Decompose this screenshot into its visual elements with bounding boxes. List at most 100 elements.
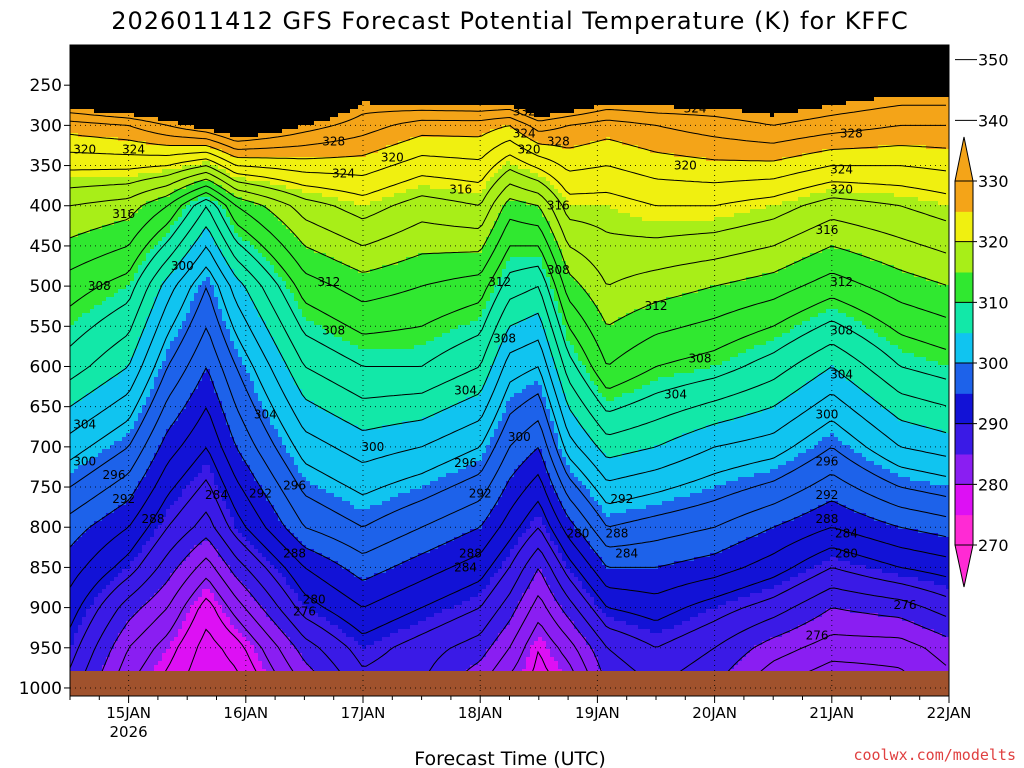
contour-label: 304	[254, 408, 277, 422]
x-tick-label: 18JAN	[458, 704, 503, 722]
x-tick-label: 22JAN	[927, 704, 972, 722]
chart-title: 2026011412 GFS Forecast Potential Temper…	[111, 7, 909, 35]
x-tick-label: 21JAN	[809, 704, 854, 722]
contour-label: 288	[459, 547, 482, 561]
contour-label: 320	[518, 143, 541, 157]
y-tick-label: 750	[30, 478, 62, 498]
contour-label: 332	[757, 61, 780, 75]
contour-label: 304	[664, 388, 687, 402]
contour-label: 308	[830, 323, 853, 337]
contour-label: 324	[332, 167, 355, 181]
colorbar-band	[955, 484, 973, 515]
contour-label: 308	[689, 351, 712, 365]
contour-label: 308	[547, 263, 570, 277]
y-tick-label: 650	[30, 398, 62, 418]
y-tick-label: 350	[30, 157, 62, 177]
contour-label: 284	[454, 560, 477, 574]
contour-label: 304	[830, 368, 853, 382]
colorbar-label: 270	[978, 536, 1009, 555]
colorbar-label: 300	[978, 354, 1009, 373]
y-tick-label: 1000	[19, 679, 62, 699]
contour-label: 308	[493, 331, 516, 345]
contour-label: 332	[513, 105, 536, 119]
contour-label: 296	[815, 454, 838, 468]
colorbar-band	[955, 333, 973, 364]
colorbar-min-arrow	[955, 545, 973, 587]
contour-label: 328	[547, 134, 570, 148]
contour-label: 340	[352, 44, 375, 58]
contour-label: 300	[73, 454, 96, 468]
colorbar-band	[955, 454, 973, 485]
x-tick-label: 20JAN	[692, 704, 737, 722]
colorbar-band	[955, 272, 973, 303]
x-tick-label: 17JAN	[341, 704, 386, 722]
y-tick-label: 500	[30, 277, 62, 297]
credit-link[interactable]: coolwx.com/modelts	[853, 746, 1016, 764]
y-tick-label: 400	[30, 197, 62, 217]
y-tick-label: 300	[30, 116, 62, 136]
x-axis-label: Forecast Time (UTC)	[414, 748, 605, 768]
x-tick-label: 19JAN	[575, 704, 620, 722]
contour-label: 292	[815, 488, 838, 502]
x-tick-label: 16JAN	[223, 704, 268, 722]
y-tick-label: 450	[30, 237, 62, 257]
colorbar-band	[955, 424, 973, 455]
y-tick-label: 850	[30, 558, 62, 578]
contour-label: 288	[142, 512, 165, 526]
colorbar-band	[955, 515, 973, 546]
colorbar-band	[955, 181, 973, 212]
contour-label: 300	[508, 430, 531, 444]
contour-label: 300	[815, 408, 838, 422]
colorbar-band	[955, 393, 973, 424]
contour-label: 296	[454, 456, 477, 470]
contour-label: 296	[283, 478, 306, 492]
contour-label: 288	[815, 512, 838, 526]
contour-label: 280	[835, 547, 858, 561]
contour-label: 320	[381, 151, 404, 165]
colorbar-band	[955, 302, 973, 333]
colorbar-label: 310	[978, 293, 1009, 312]
contour-label: 316	[815, 223, 838, 237]
contour-label: 336	[649, 50, 672, 64]
contour-label: 288	[605, 527, 628, 541]
colorbar-label: 320	[978, 233, 1009, 252]
y-axis: 2503003504004505005506006507007508008509…	[19, 76, 70, 699]
colorbar-band	[955, 211, 973, 242]
contour-label: 336	[493, 44, 516, 58]
contour-label: 324	[684, 102, 707, 116]
contour-label: 292	[610, 492, 633, 506]
contour-label: 328	[840, 126, 863, 140]
contour-label: 316	[449, 183, 472, 197]
contour-label: 276	[894, 598, 917, 612]
colorbar-label: 280	[978, 475, 1009, 494]
contour-label: 320	[73, 143, 96, 157]
contour-label: 280	[566, 527, 589, 541]
colorbar-label: 290	[978, 415, 1009, 434]
contour-label: 316	[112, 207, 135, 221]
contour-label: 312	[645, 299, 668, 313]
contour-label: 276	[806, 629, 829, 643]
y-tick-label: 800	[30, 518, 62, 538]
contour-label: 288	[283, 547, 306, 561]
contour-label: 332	[269, 102, 292, 116]
contour-label: 296	[103, 468, 126, 482]
contour-label: 300	[361, 440, 384, 454]
contour-label: 320	[674, 159, 697, 173]
y-tick-label: 600	[30, 357, 62, 377]
contour-label: 320	[830, 183, 853, 197]
contour-label: 276	[293, 605, 316, 619]
contour-label: 304	[454, 384, 477, 398]
colorbar-band	[955, 242, 973, 273]
colorbar-label: 340	[978, 111, 1009, 130]
x-tick-label: 15JAN	[106, 704, 151, 722]
contour-label: 308	[88, 279, 111, 293]
contour-label: 292	[469, 487, 492, 501]
y-tick-label: 550	[30, 317, 62, 337]
contour-label: 300	[171, 259, 194, 273]
ground-surface	[70, 671, 949, 696]
contour-label: 284	[835, 527, 858, 541]
potential-temperature-chart: 2026011412 GFS Forecast Potential Temper…	[0, 0, 1024, 768]
colorbar-label: 330	[978, 172, 1009, 191]
contour-label: 284	[615, 547, 638, 561]
